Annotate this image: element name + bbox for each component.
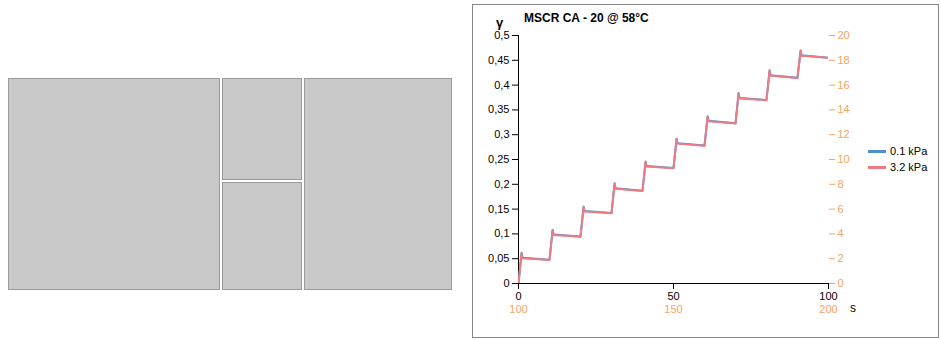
svg-text:2: 2 [838, 252, 844, 264]
svg-text:0: 0 [503, 277, 509, 289]
svg-text:0,3: 0,3 [494, 128, 509, 140]
svg-text:0,25: 0,25 [488, 153, 509, 165]
svg-text:0,5: 0,5 [494, 29, 509, 41]
html-text:s: s [850, 301, 856, 315]
svg-text:0,2: 0,2 [494, 178, 509, 190]
html-text:0.1 kPa: 0.1 kPa [890, 145, 928, 157]
svg-text:12: 12 [838, 128, 850, 140]
html-text:3.2 kPa: 3.2 kPa [890, 161, 928, 173]
svg-text:200: 200 [819, 303, 837, 315]
svg-text:16: 16 [838, 79, 850, 91]
svg-text:18: 18 [838, 54, 850, 66]
svg-text:14: 14 [838, 103, 850, 115]
svg-text:0,45: 0,45 [488, 54, 509, 66]
svg-text:0: 0 [838, 277, 844, 289]
svg-text:0: 0 [515, 290, 521, 302]
html-text:γ: γ [496, 15, 504, 30]
svg-text:0,05: 0,05 [488, 252, 509, 264]
svg-text:100: 100 [819, 290, 837, 302]
svg-text:6: 6 [838, 203, 844, 215]
svg-text:8: 8 [838, 178, 844, 190]
svg-text:10: 10 [838, 153, 850, 165]
svg-text:4: 4 [838, 227, 844, 239]
svg-text:0,4: 0,4 [494, 79, 509, 91]
html-text:MSCR CA - 20 @ 58°C: MSCR CA - 20 @ 58°C [524, 11, 649, 25]
svg-text:100: 100 [509, 303, 527, 315]
svg-text:0,1: 0,1 [494, 227, 509, 239]
svg-text:50: 50 [667, 290, 679, 302]
svg-text:0,35: 0,35 [488, 103, 509, 115]
svg-text:150: 150 [664, 303, 682, 315]
svg-text:0,15: 0,15 [488, 203, 509, 215]
svg-text:20: 20 [838, 29, 850, 41]
